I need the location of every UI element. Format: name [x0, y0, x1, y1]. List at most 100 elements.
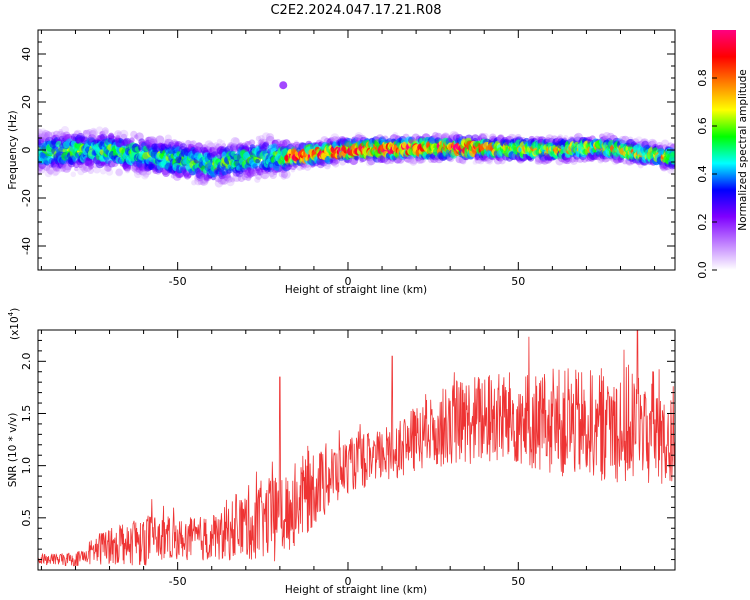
heatmap-cell — [431, 132, 439, 139]
heatmap-cell — [44, 131, 53, 140]
heatmap-cell — [486, 158, 493, 165]
heatmap-cell — [392, 132, 399, 138]
heatmap-cell — [74, 166, 79, 172]
heatmap-cell — [211, 145, 217, 152]
heatmap-cell — [106, 166, 111, 171]
heatmap-cell — [50, 131, 56, 137]
heatmap-cell — [100, 161, 106, 166]
heatmap-cell — [250, 169, 256, 175]
heatmap-cell — [269, 171, 278, 179]
heatmap-cell — [48, 170, 53, 175]
heatmap-cell — [43, 133, 48, 139]
heatmap-cell — [54, 166, 60, 172]
heatmap-cell — [150, 137, 158, 145]
heatmap-cell — [257, 139, 264, 146]
heatmap-cell — [185, 139, 192, 146]
y-tick-label: 2.0 — [20, 353, 33, 371]
heatmap-cell — [142, 170, 150, 178]
heatmap-cell — [237, 174, 245, 183]
heatmap-cell — [62, 131, 71, 140]
heatmap-cell — [259, 138, 265, 144]
heatmap-cell — [225, 175, 233, 183]
heatmap-cell — [135, 166, 142, 173]
heatmap-cell — [137, 167, 143, 174]
heatmap-cell — [133, 170, 142, 179]
heatmap-cell — [100, 168, 107, 175]
heatmap-cell — [95, 126, 104, 134]
heatmap-cell — [115, 168, 123, 176]
heatmap-cell — [255, 135, 262, 142]
heatmap-cell — [72, 161, 80, 168]
heatmap-cell — [101, 127, 109, 135]
heatmap-cell — [159, 167, 164, 173]
heatmap-cell — [118, 138, 124, 144]
y-tick-label: 0.5 — [20, 509, 33, 527]
heatmap-cell — [82, 129, 91, 138]
heatmap-cell — [155, 135, 165, 145]
heatmap-cell — [244, 167, 254, 176]
heatmap-cell — [481, 132, 489, 141]
heatmap-cell — [247, 168, 253, 174]
colorbar-label: Normalized spectral amplitude — [737, 69, 749, 230]
heatmap-cell — [70, 171, 77, 178]
heatmap-cell — [60, 166, 67, 172]
heatmap-cell — [606, 132, 615, 141]
heatmap-cell — [187, 140, 196, 148]
heatmap-cell — [108, 132, 114, 139]
heatmap-cell — [57, 167, 63, 173]
heatmap-cell — [265, 135, 275, 145]
heatmap-cell — [265, 133, 275, 142]
heatmap-cell — [293, 140, 299, 146]
heatmap-cell — [573, 134, 581, 141]
heatmap-cell — [650, 138, 657, 145]
heatmap-cell — [133, 134, 139, 139]
heatmap-cell — [278, 171, 285, 178]
heatmap-cell — [243, 169, 249, 175]
x-tick-label: 50 — [511, 275, 525, 288]
heatmap-cell — [123, 164, 132, 172]
heatmap-cell — [581, 155, 589, 163]
heatmap-cell — [65, 134, 71, 140]
colorbar-tick-label: 0.4 — [696, 165, 709, 183]
heatmap-cell — [241, 173, 249, 181]
heatmap-cell — [122, 137, 132, 147]
heatmap-cell — [130, 130, 138, 138]
heatmap-cell — [87, 167, 94, 174]
y-tick-label: 1.5 — [20, 405, 33, 423]
heatmap-cell — [495, 160, 500, 165]
heatmap-cell — [429, 137, 437, 144]
heatmap-cell — [145, 136, 152, 144]
heatmap-cell — [447, 135, 455, 143]
heatmap-cell — [83, 162, 92, 172]
snr-series-line — [38, 330, 675, 567]
heatmap-cell — [200, 181, 205, 186]
heatmap-cell — [129, 137, 135, 143]
heatmap-cell — [217, 176, 227, 185]
heatmap-cell — [52, 130, 61, 139]
heatmap-cell — [85, 157, 95, 167]
heatmap-cell — [78, 162, 87, 171]
heatmap-cell — [206, 142, 216, 152]
snr-scale-exponent: 4 — [7, 311, 15, 316]
heatmap-cell — [661, 139, 670, 148]
heatmap-cell — [569, 137, 574, 142]
heatmap-cell — [219, 175, 229, 185]
heatmap-cell — [409, 158, 418, 166]
heatmap-cell — [125, 168, 130, 174]
heatmap-cell — [133, 168, 139, 174]
heatmap-cell — [38, 128, 43, 137]
heatmap-cell — [280, 173, 287, 180]
heatmap-cell — [230, 177, 236, 183]
x-tick-label: -50 — [169, 575, 187, 588]
heatmap-cell — [214, 179, 224, 188]
heatmap-cell — [669, 152, 675, 159]
heatmap-cell — [246, 140, 252, 147]
heatmap-cell — [281, 171, 288, 178]
heatmap-cell — [432, 131, 439, 138]
heatmap-cell — [279, 139, 288, 148]
heatmap-cell — [88, 130, 97, 138]
x-tick-label: 50 — [511, 575, 525, 588]
heatmap-cell — [135, 169, 142, 176]
heatmap-cell — [81, 166, 89, 174]
